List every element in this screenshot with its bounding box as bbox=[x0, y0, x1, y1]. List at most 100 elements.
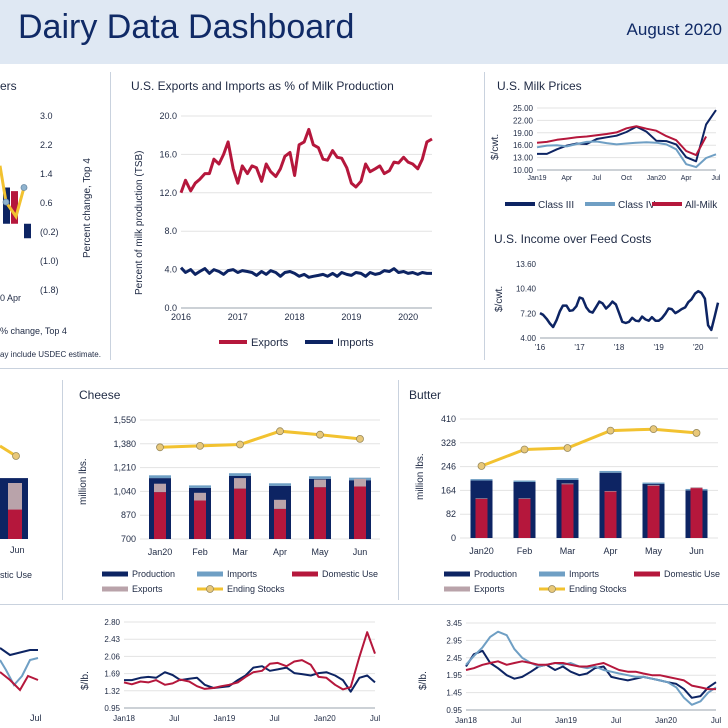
bar-domestic-use bbox=[475, 498, 488, 538]
y-tick-label: (1.0) bbox=[40, 256, 59, 266]
x-tick-label: 2018 bbox=[285, 312, 305, 322]
y-tick-label: 1.69 bbox=[104, 670, 120, 679]
series-line-exports bbox=[179, 127, 433, 194]
series-line-series-2 bbox=[123, 631, 376, 691]
y-tick-label: 1,210 bbox=[113, 463, 136, 473]
ending-stocks-point bbox=[692, 429, 701, 437]
left-mid-x-tick: Jun bbox=[10, 545, 25, 555]
bar-exports bbox=[314, 479, 326, 488]
x-tick-label: Jan18 bbox=[113, 714, 135, 723]
x-tick-label: Jan19 bbox=[555, 716, 577, 725]
y-tick-label: 1,380 bbox=[113, 439, 136, 449]
left-mid-legend-fragment: stic Use bbox=[0, 570, 33, 580]
x-tick-label: Feb bbox=[192, 547, 208, 557]
y-tick-label: 1.4 bbox=[40, 169, 53, 179]
bar-exports bbox=[194, 492, 206, 501]
divider bbox=[0, 368, 728, 369]
x-tick-label: Jan20 bbox=[647, 175, 666, 182]
legend-label: Exports bbox=[251, 337, 289, 349]
y-tick-label: 2.80 bbox=[104, 618, 120, 627]
x-tick-label: 2017 bbox=[228, 312, 248, 322]
x-tick-label: 2016 bbox=[171, 312, 191, 322]
ending-stocks-point bbox=[316, 430, 324, 439]
bottom-right-y-axis-label: $/lb. bbox=[418, 671, 429, 690]
series-line-class-iii bbox=[537, 109, 717, 163]
x-tick-label: Jun bbox=[353, 547, 368, 557]
y-tick-label: 1,040 bbox=[113, 486, 136, 496]
y-tick-label: 2.43 bbox=[104, 635, 120, 644]
y-tick-label: 3.0 bbox=[40, 111, 53, 121]
y-tick-label: 16.00 bbox=[513, 141, 534, 150]
series-line-series-2 bbox=[465, 630, 717, 706]
bar-exports bbox=[604, 490, 617, 492]
divider bbox=[110, 72, 111, 360]
legend-label: Imports bbox=[227, 569, 258, 579]
x-tick-label: Oct bbox=[621, 175, 632, 182]
bar-exports bbox=[274, 499, 286, 509]
y-tick-label: 1.95 bbox=[446, 671, 462, 680]
y-tick-label: 2.06 bbox=[104, 652, 120, 661]
legend-label: Imports bbox=[337, 337, 374, 349]
x-tick-label: Jun bbox=[689, 546, 704, 556]
y-tick-label: 25.00 bbox=[513, 104, 534, 113]
y-tick-label: 19.00 bbox=[513, 129, 534, 138]
x-tick-label: Jul bbox=[611, 716, 621, 725]
y-tick-label: (0.2) bbox=[40, 227, 59, 237]
y-tick-label: 1.32 bbox=[104, 687, 120, 696]
x-tick-label: Jul bbox=[269, 714, 279, 723]
x-tick-label: May bbox=[645, 546, 663, 556]
y-tick-label: 20.0 bbox=[159, 111, 177, 121]
bar-fragment bbox=[3, 187, 10, 224]
x-tick-label: Jul bbox=[370, 714, 380, 723]
bar-domestic-use bbox=[647, 485, 660, 538]
legend-label: Imports bbox=[569, 569, 600, 579]
line-point bbox=[2, 198, 10, 206]
bar-imports bbox=[269, 483, 291, 486]
milk-prices-y-axis-label: $/cwt. bbox=[490, 133, 501, 160]
x-tick-label: Jul bbox=[169, 714, 179, 723]
series-line-series-3 bbox=[465, 660, 716, 691]
x-tick-label: May bbox=[311, 547, 329, 557]
ending-stocks-point bbox=[649, 425, 658, 434]
legend-label: Class III bbox=[538, 200, 574, 211]
left-bot-x-tick: Jul bbox=[30, 713, 42, 723]
y-tick-label: 164 bbox=[441, 485, 456, 495]
y-tick-label: 8.0 bbox=[164, 226, 177, 236]
page-title: Dairy Data Dashboard bbox=[18, 8, 355, 46]
y-tick-label: 82 bbox=[446, 509, 456, 519]
bar-exports bbox=[234, 478, 246, 489]
legend-marker bbox=[206, 585, 214, 593]
bar-domestic-use bbox=[561, 484, 574, 538]
legend-label: Exports bbox=[474, 584, 505, 594]
x-tick-label: Apr bbox=[273, 547, 287, 557]
series-line-iofc bbox=[539, 289, 720, 332]
legend-label: All-Milk bbox=[685, 200, 718, 211]
series-line-fragment bbox=[0, 657, 39, 687]
y-tick-label: 12.0 bbox=[159, 188, 177, 198]
bar-imports bbox=[309, 476, 331, 479]
x-tick-label: Apr bbox=[681, 175, 693, 182]
x-tick-label: '17 bbox=[574, 343, 585, 352]
y-tick-label: 16.0 bbox=[159, 149, 177, 159]
butter-y-axis-label: million lbs. bbox=[415, 453, 426, 500]
series-line-fragment bbox=[0, 671, 39, 692]
y-tick-label: 328 bbox=[441, 438, 456, 448]
legend-label: Exports bbox=[132, 584, 163, 594]
x-tick-label: Feb bbox=[517, 546, 533, 556]
left-top-title-fragment: ers bbox=[0, 79, 17, 93]
x-tick-label: '18 bbox=[614, 343, 625, 352]
bar-exports bbox=[690, 487, 703, 489]
x-tick-label: Mar bbox=[232, 547, 248, 557]
y-tick-label: 2.45 bbox=[446, 654, 462, 663]
x-tick-label: '20 bbox=[693, 343, 704, 352]
series-line-class-iv bbox=[536, 140, 717, 169]
bar-domestic-use bbox=[314, 487, 326, 539]
iofc-y-axis-label: $/cwt. bbox=[494, 285, 505, 312]
y-tick-label: 0 bbox=[451, 533, 456, 543]
line-point bbox=[20, 184, 28, 191]
y-tick-label: 13.60 bbox=[516, 260, 537, 269]
y-tick-label: 13.00 bbox=[513, 154, 534, 163]
x-tick-label: Jan20 bbox=[314, 714, 336, 723]
divider bbox=[484, 72, 485, 360]
